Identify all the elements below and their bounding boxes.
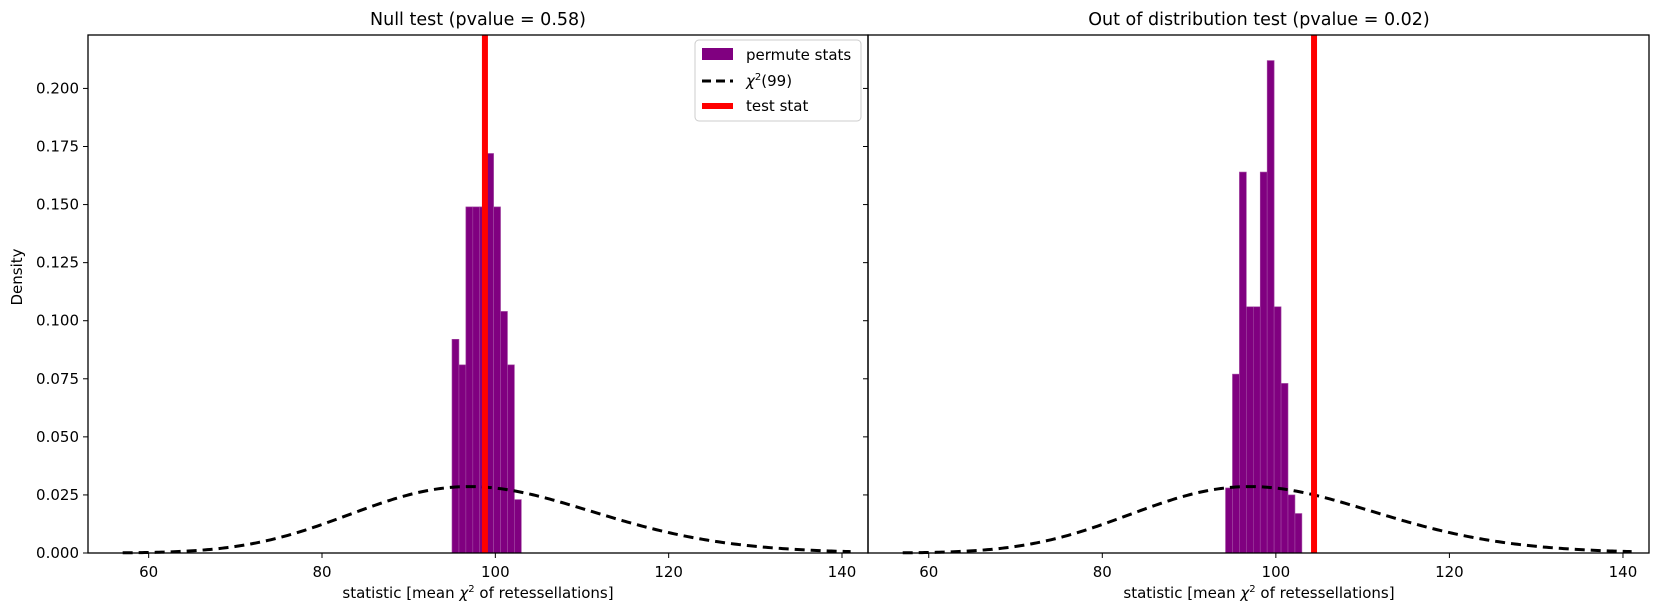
histogram-bar xyxy=(472,206,481,554)
histogram-bar xyxy=(451,338,460,554)
panel-title: Out of distribution test (pvalue = 0.02) xyxy=(1088,10,1430,30)
plot-frame xyxy=(867,34,1650,554)
y-tick-label: 0.025 xyxy=(36,486,79,504)
histogram-bar xyxy=(1259,171,1268,554)
histogram-bar xyxy=(514,499,522,554)
x-tick-label: 60 xyxy=(139,563,158,581)
panel-title: Null test (pvalue = 0.58) xyxy=(370,10,586,30)
histogram-bar xyxy=(1273,306,1282,554)
y-tick-label: 0.000 xyxy=(36,544,79,562)
y-tick-label: 0.125 xyxy=(36,254,79,272)
x-tick-label: 140 xyxy=(828,563,857,581)
y-tick-label: 0.150 xyxy=(36,196,79,214)
y-tick-label: 0.075 xyxy=(36,370,79,388)
histogram-bar xyxy=(1252,306,1261,554)
histogram-bar xyxy=(507,364,515,554)
histogram-bar xyxy=(1294,513,1303,554)
x-axis-ticks: 60 80 100 120 140 xyxy=(139,553,856,581)
x-tick-label: 120 xyxy=(654,563,683,581)
histogram-bar xyxy=(493,206,501,554)
histogram-bar xyxy=(1239,171,1247,554)
x-tick-label: 80 xyxy=(1093,563,1112,581)
y-tick-label: 0.200 xyxy=(36,79,79,97)
panel-null-test: Null test (pvalue = 0.58) 60 80 100 120 140 … xyxy=(36,10,869,602)
x-tick-label: 60 xyxy=(919,563,938,581)
y-tick-label: 0.175 xyxy=(36,137,79,155)
legend-label-test-stat: test stat xyxy=(746,97,808,115)
histogram-bar xyxy=(1246,306,1254,554)
x-tick-label: 100 xyxy=(1262,563,1291,581)
histogram-bars xyxy=(1225,60,1303,554)
y-axis-ticks xyxy=(863,87,868,554)
histogram-bar xyxy=(1225,487,1233,554)
x-tick-label: 140 xyxy=(1609,563,1638,581)
y-axis-label: Density xyxy=(8,248,26,305)
legend: permute stats χ2(99) test stat xyxy=(694,39,862,122)
x-tick-label: 100 xyxy=(481,563,510,581)
histogram-bar xyxy=(500,311,508,554)
chi2-curve xyxy=(902,485,1632,555)
x-axis-label: statistic [mean χ2 of retessellations] xyxy=(342,584,613,602)
histogram-bar xyxy=(1287,494,1296,554)
panel-out-of-distribution-test: Out of distribution test (pvalue = 0.02)… xyxy=(863,10,1650,602)
x-axis-ticks: 60 80 100 120 140 xyxy=(919,553,1637,581)
x-axis-label: statistic [mean χ2 of retessellations] xyxy=(1123,584,1394,602)
legend-swatch-permute-stats xyxy=(702,48,733,60)
x-tick-label: 120 xyxy=(1435,563,1464,581)
histogram-bar xyxy=(1266,60,1275,554)
histogram-bar xyxy=(1280,383,1289,554)
y-tick-label: 0.100 xyxy=(36,312,79,330)
legend-box xyxy=(694,39,862,122)
histogram-bar xyxy=(465,206,474,554)
y-tick-label: 0.050 xyxy=(36,428,79,446)
y-axis-ticks: 0.000 0.025 0.050 0.075 0.100 0.125 0.150 0.175… xyxy=(36,79,88,562)
x-tick-label: 80 xyxy=(312,563,331,581)
histogram-bar xyxy=(1232,373,1240,554)
legend-label-permute-stats: permute stats xyxy=(746,46,851,64)
chi2-curve-line xyxy=(902,485,1632,555)
legend-label-chi2: χ2(99) xyxy=(745,72,792,90)
histogram-bar xyxy=(458,364,467,554)
